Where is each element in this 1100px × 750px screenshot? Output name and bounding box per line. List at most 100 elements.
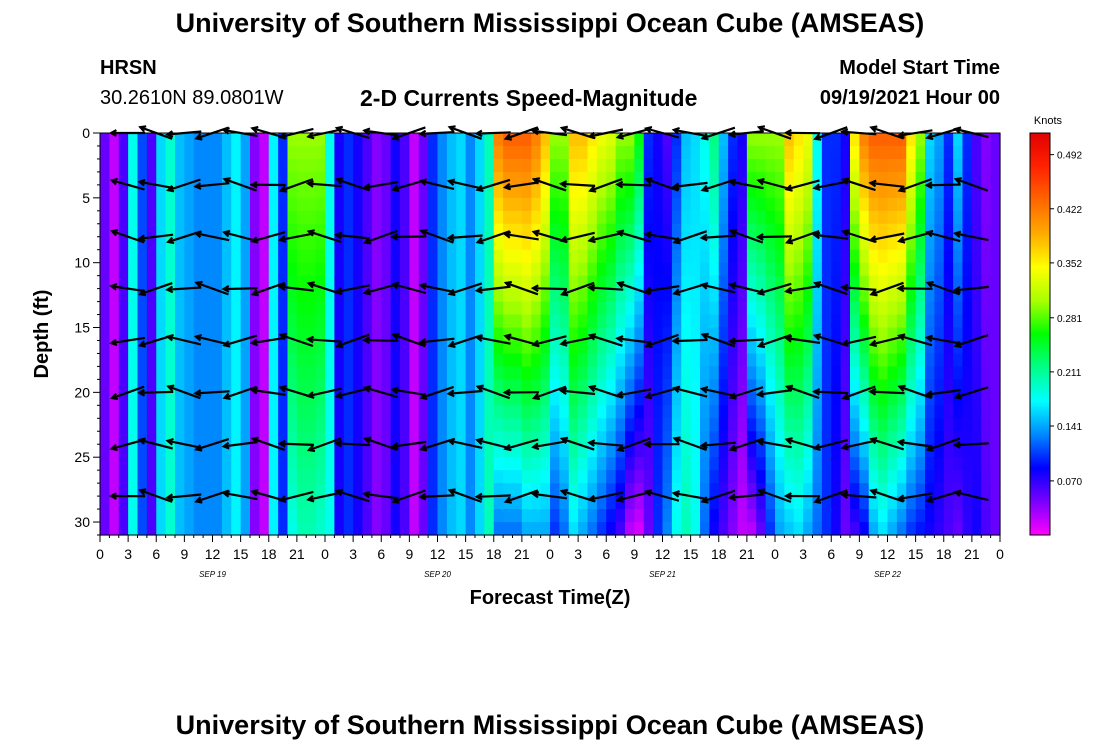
heat-cell: [400, 405, 410, 419]
heat-cell: [821, 483, 832, 497]
heat-cell: [943, 184, 954, 199]
heat-cell: [943, 509, 954, 523]
heat-cell: [353, 405, 364, 419]
heat-cell: [971, 171, 982, 186]
y-tick-label: 20: [74, 384, 90, 400]
heat-cell: [343, 431, 354, 445]
heat-cell: [681, 262, 692, 277]
heat-cell: [578, 379, 589, 393]
current-vector: [249, 180, 286, 189]
heat-cell: [878, 379, 889, 393]
heat-cell: [728, 366, 739, 380]
heat-cell: [643, 223, 654, 238]
heat-cell: [662, 314, 673, 329]
heat-cell: [287, 418, 298, 432]
heat-cell: [550, 470, 560, 484]
heat-cell: [156, 470, 167, 484]
heat-cell: [578, 236, 589, 251]
heat-cell: [559, 327, 570, 342]
heat-cell: [990, 133, 1001, 147]
heat-cell: [709, 522, 720, 536]
heat-cell: [906, 483, 917, 497]
heat-cell: [737, 184, 748, 199]
heat-cell: [165, 470, 176, 484]
heat-cell: [718, 184, 729, 199]
heat-cell: [962, 418, 973, 432]
heat-cell: [418, 470, 429, 484]
heat-cell: [550, 262, 560, 277]
heat-cell: [812, 379, 823, 393]
heat-cell: [381, 470, 392, 484]
heat-cell: [775, 288, 785, 303]
heat-cell: [953, 249, 964, 264]
heat-cell: [634, 301, 645, 316]
heat-cell: [831, 133, 842, 147]
heat-cell: [784, 353, 795, 368]
heat-cell: [737, 158, 748, 173]
heat-cell: [746, 522, 757, 536]
heat-cell: [643, 158, 654, 173]
heat-cell: [887, 223, 898, 238]
heat-cell: [353, 353, 364, 368]
heat-cell: [503, 236, 514, 251]
heat-cell: [606, 522, 617, 536]
heat-cell: [971, 418, 982, 432]
x-tick-label: 15: [233, 546, 249, 562]
heat-cell: [746, 236, 757, 251]
heat-cell: [203, 392, 214, 406]
heat-cell: [146, 366, 157, 380]
heat-cell: [456, 353, 467, 368]
current-vector: [812, 439, 848, 451]
heat-cell: [550, 171, 560, 186]
heat-cell: [184, 197, 195, 212]
heat-cell: [887, 301, 898, 316]
heat-cell: [456, 288, 467, 303]
heat-cell: [212, 171, 223, 186]
heat-cell: [231, 301, 242, 316]
heat-cell: [503, 262, 514, 277]
heat-cell: [465, 249, 476, 264]
heat-cell: [334, 366, 345, 380]
heat-cell: [475, 301, 485, 316]
heat-cell: [953, 470, 964, 484]
heat-cell: [278, 470, 289, 484]
heat-cell: [784, 301, 795, 316]
heat-cell: [943, 405, 954, 419]
heat-cell: [784, 145, 795, 160]
heat-cell: [353, 327, 364, 342]
heat-cell: [878, 301, 889, 316]
heat-cell: [625, 171, 635, 186]
heat-cell: [175, 288, 185, 303]
heat-cell: [334, 509, 345, 523]
heat-cell: [671, 223, 682, 238]
heat-cell: [934, 392, 945, 406]
heat-cell: [718, 509, 729, 523]
heat-cell: [793, 249, 804, 264]
heat-cell: [184, 457, 195, 471]
heat-cell: [887, 522, 898, 536]
colorbar-tick-label: 0.352: [1057, 259, 1082, 270]
heat-cell: [906, 275, 917, 290]
heat-cell: [915, 327, 926, 342]
heat-cell: [981, 457, 992, 471]
heat-cell: [325, 275, 335, 290]
heat-cell: [456, 470, 467, 484]
heat-cell: [493, 197, 504, 212]
heat-cell: [437, 431, 448, 445]
colorbar-tick-label: 0.281: [1057, 314, 1082, 325]
heat-cell: [221, 262, 232, 277]
heat-cell: [493, 184, 504, 199]
heat-cell: [100, 496, 110, 510]
heat-cell: [231, 392, 242, 406]
heat-cell: [962, 405, 973, 419]
heat-cell: [175, 197, 185, 212]
heat-cell: [521, 249, 532, 264]
heat-cell: [821, 158, 832, 173]
heat-cell: [212, 366, 223, 380]
heat-cell: [906, 522, 917, 536]
heat-cell: [550, 483, 560, 497]
heat-cell: [906, 262, 917, 277]
current-vector: [869, 436, 905, 451]
heat-cell: [334, 145, 345, 160]
heat-cell: [887, 509, 898, 523]
